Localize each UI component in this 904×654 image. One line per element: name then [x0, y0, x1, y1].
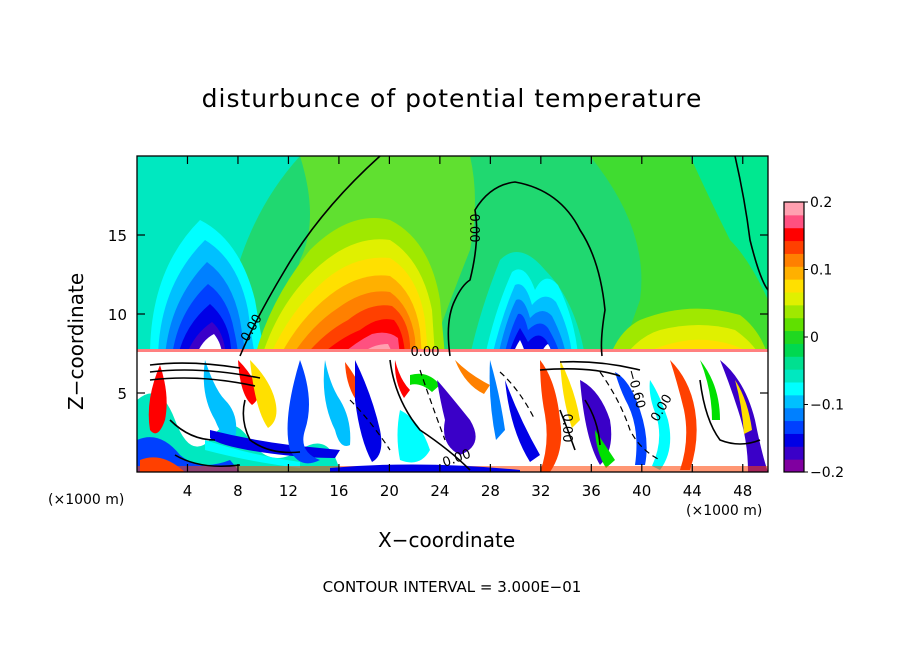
y-tick-label: 10 — [108, 306, 127, 324]
colorbar-swatch — [784, 279, 804, 293]
contour-label: 0.00 — [466, 214, 481, 243]
contour-field — [137, 156, 768, 472]
colorbar-swatch — [784, 266, 804, 280]
x-axis: 4 8 12 16 20 24 28 32 36 40 44 48 — [183, 156, 752, 500]
x-tick-label: 44 — [683, 482, 702, 500]
colorbar-tick-label: −0.2 — [810, 465, 844, 481]
colorbar-swatch — [784, 330, 804, 344]
x-tick-label: 8 — [233, 482, 243, 500]
colorbar-swatch — [784, 433, 804, 447]
colorbar-swatch — [784, 394, 804, 409]
x-tick-label: 24 — [430, 482, 449, 500]
x-tick-label: 4 — [183, 482, 193, 500]
contour-label: 0.00 — [559, 414, 574, 443]
colorbar-tick-label: 0.1 — [810, 263, 832, 279]
colorbar-swatch — [784, 253, 804, 267]
contour-label: 0.00 — [411, 345, 440, 360]
x-axis-title: X−coordinate — [378, 528, 516, 552]
x-tick-label: 28 — [481, 482, 500, 500]
y-axis-title: Z−coordinate — [64, 272, 88, 410]
colorbar-swatch — [784, 420, 804, 434]
colorbar-swatch — [784, 227, 804, 242]
x-tick-label: 32 — [531, 482, 550, 500]
colorbar-swatch — [784, 317, 804, 332]
colorbar-swatch — [784, 202, 804, 216]
y-tick-label: 5 — [117, 385, 127, 403]
colorbar: 0.2 0.1 0 −0.1 −0.2 — [783, 195, 844, 481]
colorbar-swatch — [784, 343, 804, 357]
x-tick-label: 12 — [279, 482, 298, 500]
colorbar-swatch — [784, 407, 804, 422]
colorbar-swatch — [784, 240, 804, 254]
x-unit-label-left: (×1000 m) — [48, 492, 125, 508]
colorbar-swatch — [784, 369, 804, 383]
colorbar-tick-label: 0.2 — [810, 195, 832, 211]
y-tick-label: 15 — [108, 227, 127, 245]
colorbar-swatch — [784, 214, 804, 229]
x-tick-label: 20 — [380, 482, 399, 500]
colorbar-swatch — [784, 292, 804, 306]
contour-interval-text: CONTOUR INTERVAL = 3.000E−01 — [322, 578, 582, 596]
x-tick-label: 48 — [733, 482, 752, 500]
chart-title: disturbunce of potential temperature — [201, 84, 703, 113]
colorbar-swatch — [784, 304, 804, 319]
x-tick-label: 36 — [582, 482, 601, 500]
x-tick-label: 40 — [632, 482, 651, 500]
y-axis: 5 10 15 — [108, 227, 768, 403]
colorbar-tick-label: −0.1 — [810, 398, 844, 414]
x-tick-label: 16 — [329, 482, 348, 500]
colorbar-swatch — [784, 446, 804, 460]
colorbar-swatch — [784, 356, 804, 370]
x-unit-label-right: (×1000 m) — [686, 503, 763, 519]
colorbar-swatch — [784, 459, 804, 473]
colorbar-tick-label: 0 — [810, 330, 819, 346]
colorbar-swatch — [784, 382, 804, 396]
